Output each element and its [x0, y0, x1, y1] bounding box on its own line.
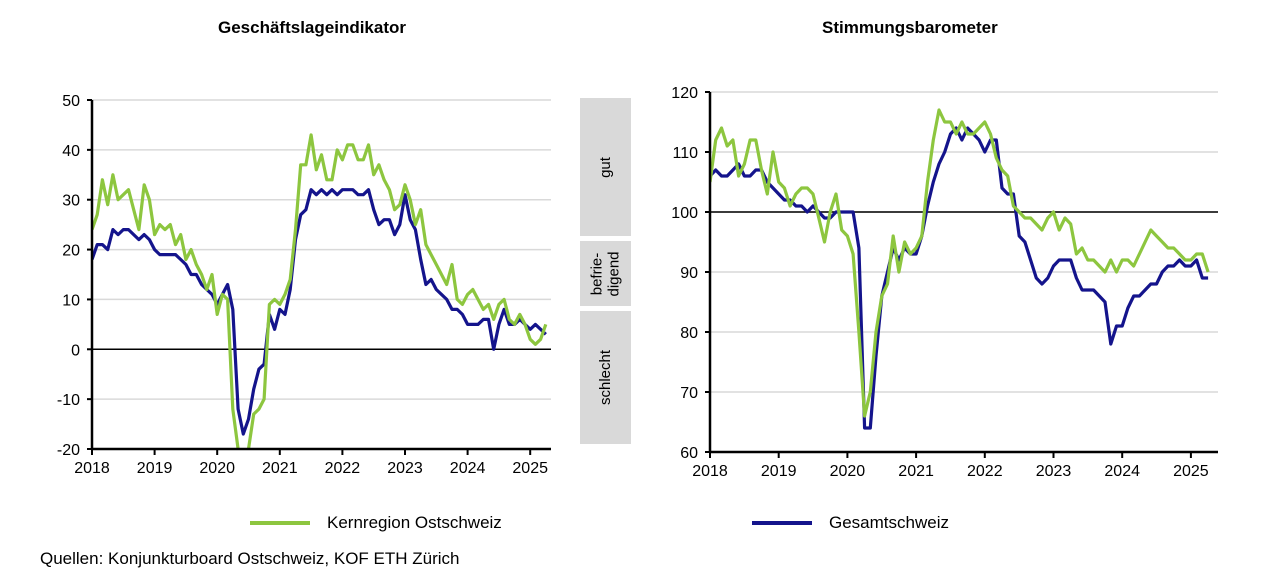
x-tick-label: 2019 [137, 460, 173, 477]
y-tick-label: 120 [671, 85, 698, 102]
y-tick-label: -10 [57, 392, 80, 409]
y-tick-label: 100 [671, 205, 698, 222]
legend-item-kernregion: Kernregion Ostschweiz [250, 513, 502, 533]
x-tick-label: 2021 [898, 463, 934, 480]
y-tick-label: 40 [62, 143, 80, 160]
series-line-gesamtschweiz [710, 126, 1209, 430]
y-tick-label: 80 [680, 325, 698, 342]
x-tick-label: 2025 [1173, 463, 1209, 480]
chart-title-right: Stimmungsbarometer [822, 18, 998, 37]
x-tick-label: 2022 [325, 460, 361, 477]
legend-label: Kernregion Ostschweiz [327, 513, 502, 532]
x-tick-label: 2018 [692, 463, 728, 480]
y-tick-label: 20 [62, 243, 80, 260]
x-tick-label: 2024 [450, 460, 486, 477]
series-line-kernregion-ostschweiz [710, 108, 1210, 418]
band-befriedigend: befrie- digend [580, 241, 631, 306]
legend-swatch [250, 521, 310, 525]
legend-item-gesamtschweiz: Gesamtschweiz [752, 513, 949, 533]
legend-swatch [752, 521, 812, 525]
y-tick-label: 10 [62, 292, 80, 309]
x-tick-label: 2025 [512, 460, 548, 477]
y-tick-label: 30 [62, 193, 80, 210]
legend-label: Gesamtschweiz [829, 513, 949, 532]
x-tick-label: 2020 [199, 460, 235, 477]
series-line-gesamtschweiz [92, 188, 547, 436]
y-tick-label: 110 [672, 145, 698, 162]
x-tick-label: 2023 [1036, 463, 1072, 480]
series-line-kernregion-ostschweiz [92, 133, 548, 449]
y-tick-label: 90 [680, 265, 698, 282]
x-tick-label: 2023 [387, 460, 423, 477]
x-tick-label: 2021 [262, 460, 298, 477]
x-tick-label: 2019 [761, 463, 797, 480]
chart-title-left: Geschäftslageindikator [218, 18, 407, 37]
x-tick-label: 2020 [830, 463, 866, 480]
band-schlecht: schlecht [580, 311, 631, 444]
x-tick-label: 2024 [1104, 463, 1140, 480]
y-tick-label: 0 [71, 342, 80, 359]
y-tick-label: 70 [680, 385, 698, 402]
y-tick-label: 50 [62, 93, 80, 110]
y-tick-label: -20 [57, 442, 80, 459]
source-note: Quellen: Konjunkturboard Ostschweiz, KOF… [40, 549, 460, 568]
y-tick-label: 60 [680, 445, 698, 462]
x-tick-label: 2022 [967, 463, 1003, 480]
x-tick-label: 2018 [74, 460, 110, 477]
band-gut: gut [580, 98, 631, 236]
